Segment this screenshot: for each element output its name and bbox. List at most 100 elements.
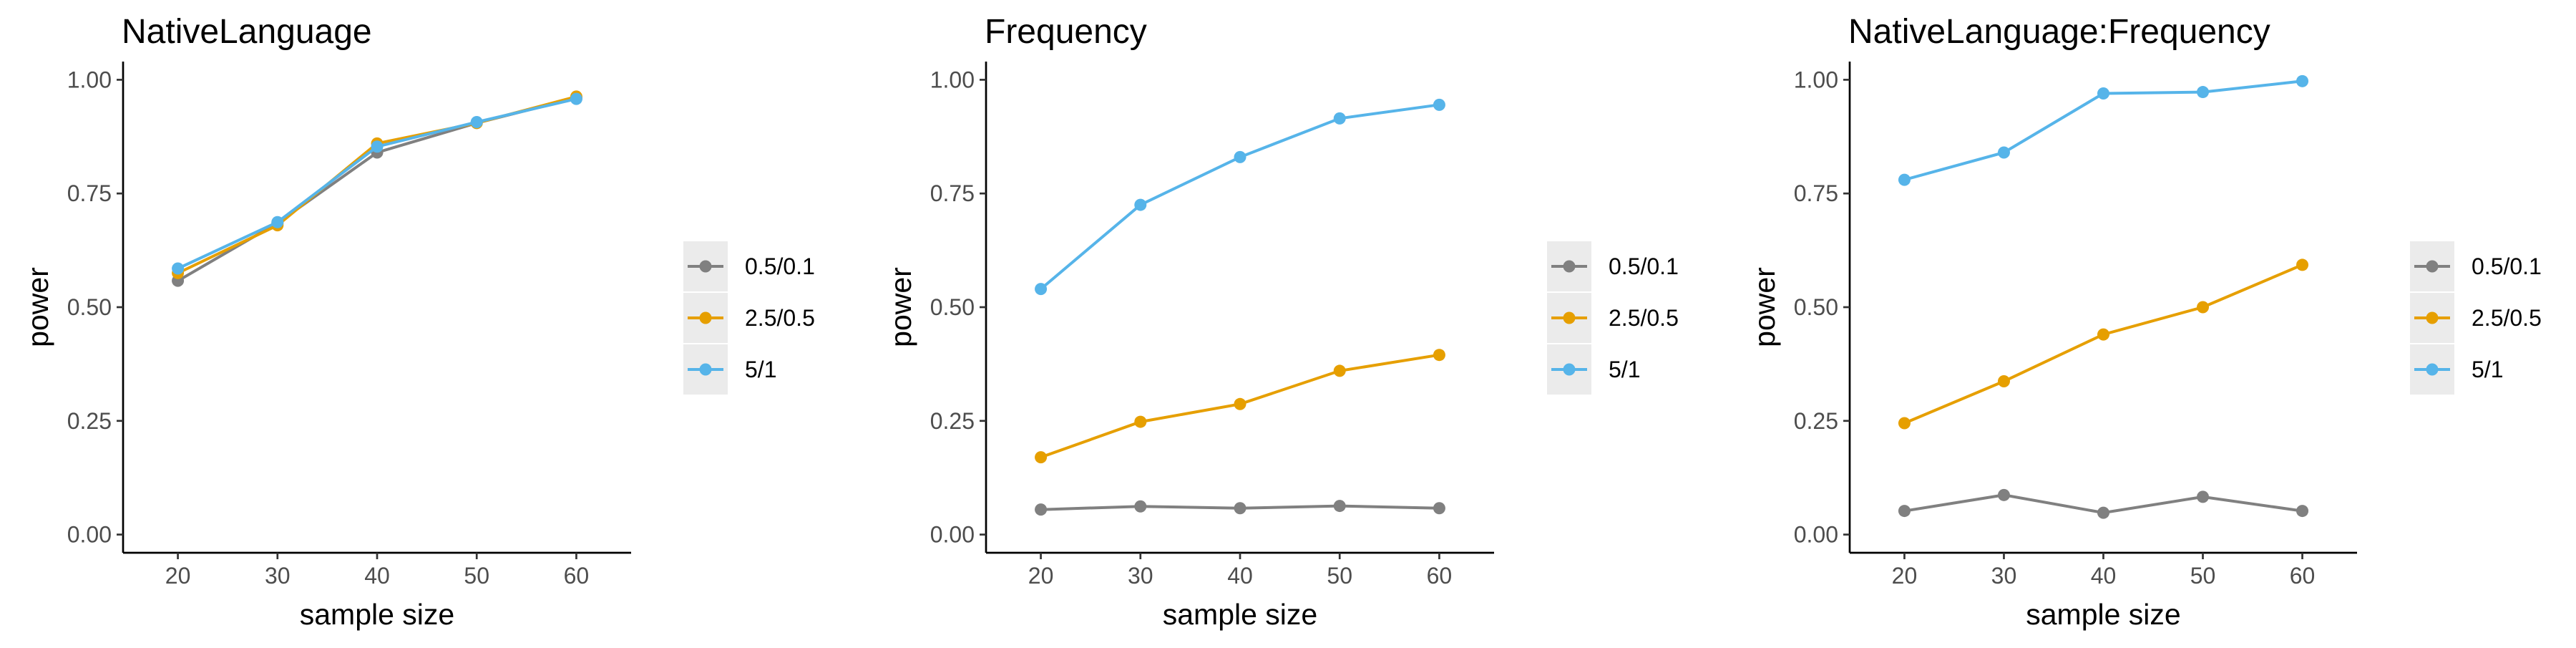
x-tick-label: 40 [364, 563, 390, 589]
data-point [1333, 500, 1346, 513]
y-tick-label: 0.75 [1794, 180, 1838, 206]
x-axis-title: sample size [2026, 598, 2180, 631]
data-point [2296, 258, 2309, 271]
legend-item: 5/1 [2410, 344, 2503, 395]
legend-label: 2.5/0.5 [2472, 305, 2542, 331]
data-point [1997, 146, 2010, 159]
y-axis-title: power [1748, 267, 1781, 347]
y-tick-label: 1.00 [930, 67, 975, 92]
legend-point-icon [2426, 363, 2439, 376]
x-tick-label: 20 [1892, 563, 1918, 589]
data-point [1433, 502, 1445, 515]
legend-label: 5/1 [2472, 357, 2503, 382]
data-point [1035, 451, 1048, 464]
y-tick-label: 1.00 [1794, 67, 1838, 92]
x-tick-label: 60 [2290, 563, 2316, 589]
legend-label: 5/1 [745, 357, 776, 382]
data-point [1433, 98, 1445, 111]
legend-point-icon [699, 363, 712, 376]
legend-item: 0.5/0.1 [2410, 241, 2542, 291]
data-point [271, 216, 284, 228]
data-point [1997, 488, 2010, 501]
data-point [1898, 505, 1911, 518]
x-tick-label: 30 [265, 563, 291, 589]
chart-panel-1: NativeLanguage 0.00 0.25 0.50 0.75 1.00 20 30 40… [21, 13, 815, 631]
series-line-2.5/0.5 [1903, 263, 2303, 425]
legend-item: 2.5/0.5 [1547, 293, 1679, 343]
legend-point-icon [1563, 260, 1576, 273]
legend-label: 0.5/0.1 [2472, 253, 2542, 279]
data-point [1234, 397, 1246, 410]
y-tick-label: 0.25 [1794, 408, 1838, 434]
chart-panel-2: Frequency 0.00 0.25 0.50 0.75 1.00 20 30 40 50 60 s… [884, 13, 1679, 631]
data-point [470, 115, 483, 128]
data-point [1134, 500, 1147, 513]
y-axis-title: power [21, 267, 54, 347]
y-tick-label: 0.25 [67, 408, 112, 434]
y-tick-label: 0.00 [930, 522, 975, 548]
y-tick-label: 0.00 [1794, 522, 1838, 548]
data-point [2097, 328, 2109, 341]
x-tick-label: 30 [1128, 563, 1153, 589]
data-point [1234, 150, 1246, 163]
y-tick-label: 0.75 [930, 180, 975, 206]
chart-title: NativeLanguage [122, 13, 372, 51]
data-point [1134, 415, 1147, 428]
x-tick-label: 60 [564, 563, 590, 589]
legend-item: 0.5/0.1 [683, 241, 815, 291]
data-point [1333, 112, 1346, 125]
legend-label: 0.5/0.1 [1609, 253, 1679, 279]
x-tick-label: 50 [1327, 563, 1352, 589]
legend-item: 2.5/0.5 [683, 293, 815, 343]
x-tick-label: 20 [1028, 563, 1054, 589]
legend-label: 5/1 [1609, 357, 1640, 382]
legend-point-icon [699, 260, 712, 273]
data-point [1035, 283, 1048, 296]
x-axis-title: sample size [1163, 598, 1317, 631]
legend-point-icon [1563, 311, 1576, 324]
y-tick-label: 0.00 [67, 522, 112, 548]
x-tick-label: 50 [2190, 563, 2216, 589]
data-point [1134, 198, 1147, 211]
y-tick-label: 0.50 [67, 294, 112, 320]
data-point [1997, 375, 2010, 388]
x-axis-title: sample size [300, 598, 454, 631]
chart-title: Frequency [985, 13, 1147, 51]
data-point [172, 262, 185, 275]
y-tick-label: 0.50 [1794, 294, 1838, 320]
legend-label: 2.5/0.5 [1609, 305, 1679, 331]
legend-item: 5/1 [683, 344, 776, 395]
legend-item: 5/1 [1547, 344, 1640, 395]
data-point [2296, 505, 2309, 518]
legend-item: 2.5/0.5 [2410, 293, 2542, 343]
legend-point-icon [1563, 363, 1576, 376]
y-tick-label: 0.75 [67, 180, 112, 206]
data-point [2197, 301, 2210, 314]
y-tick-label: 1.00 [67, 67, 112, 92]
data-point [1898, 417, 1911, 430]
series-line-0.5/0.1 [177, 96, 577, 282]
data-point [371, 140, 384, 153]
chart-title: NativeLanguage:Frequency [1848, 13, 2270, 51]
data-point [1234, 502, 1246, 515]
y-tick-label: 0.50 [930, 294, 975, 320]
data-point [2197, 490, 2210, 503]
x-tick-label: 50 [464, 563, 489, 589]
x-tick-label: 20 [165, 563, 191, 589]
legend-point-icon [2426, 260, 2439, 273]
data-point [570, 92, 582, 105]
y-tick-label: 0.25 [930, 408, 975, 434]
data-point [1433, 349, 1445, 362]
data-point [1333, 364, 1346, 377]
x-tick-label: 60 [1427, 563, 1453, 589]
data-point [2097, 506, 2109, 519]
chart-panel-3: NativeLanguage:Frequency 0.00 0.25 0.50 0.75… [1748, 13, 2542, 631]
x-tick-label: 30 [1991, 563, 2017, 589]
data-point [1898, 173, 1911, 186]
data-point [1035, 503, 1048, 516]
data-point [2197, 86, 2210, 99]
legend-label: 0.5/0.1 [745, 253, 815, 279]
legend-item: 0.5/0.1 [1547, 241, 1679, 291]
legend-label: 2.5/0.5 [745, 305, 815, 331]
